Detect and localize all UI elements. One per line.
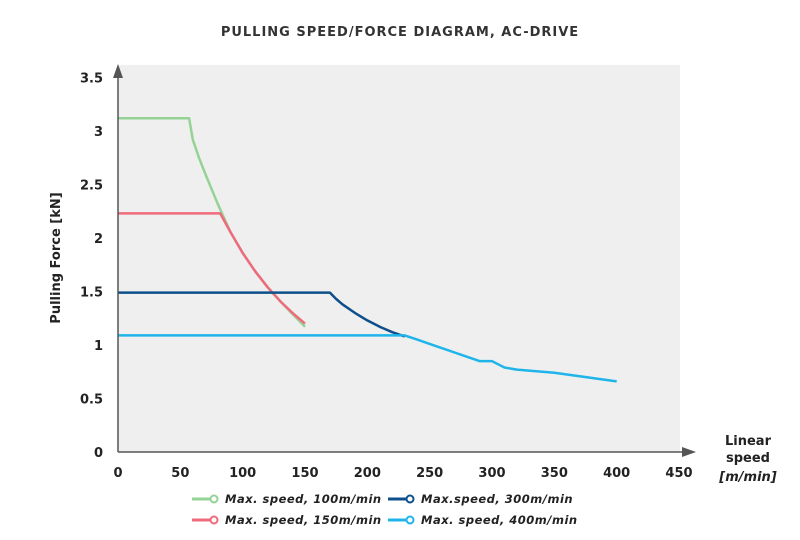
x-tick-label: 200 (354, 466, 381, 481)
legend: Max. speed, 100m/min Max. speed, 150m/min… (192, 492, 578, 527)
y-tick-label: 0 (94, 446, 103, 461)
plot-area (118, 65, 680, 452)
x-tick-label: 350 (541, 466, 568, 481)
x-tick-label: 150 (291, 466, 318, 481)
legend-marker (405, 494, 415, 504)
x-tick-label: 450 (665, 466, 692, 481)
y-tick-label: 2.5 (80, 179, 103, 194)
legend-item: Max. speed, 400m/min (388, 513, 578, 527)
y-tick-label: 3 (94, 125, 103, 140)
chart-title: PULLING SPEED/FORCE DIAGRAM, AC-DRIVE (221, 25, 579, 40)
x-axis-label-line1: Linear (725, 434, 772, 449)
x-tick-label: 50 (171, 466, 189, 481)
y-tick-label: 1.5 (80, 286, 103, 301)
y-tick-label: 1 (94, 339, 103, 354)
x-tick-label: 250 (416, 466, 443, 481)
legend-item: Max.speed, 300m/min (388, 492, 573, 506)
x-axis-arrow (682, 447, 696, 457)
series-line-4 (118, 334, 617, 383)
x-axis-label-line2: speed (726, 451, 770, 466)
legend-marker (209, 515, 219, 525)
x-tick-label: 400 (603, 466, 630, 481)
series-line-2 (118, 212, 306, 325)
y-tick-label: 3.5 (80, 72, 103, 87)
legend-item: Max. speed, 100m/min (192, 492, 382, 506)
legend-marker (405, 515, 415, 525)
legend-item: Max. speed, 150m/min (192, 513, 382, 527)
y-axis-arrow (113, 64, 123, 78)
x-tick-label: 100 (229, 466, 256, 481)
x-tick-label: 0 (113, 466, 122, 481)
x-axis-label-line3: [m/min] (718, 470, 776, 485)
legend-label: Max. speed, 400m/min (421, 513, 578, 527)
y-axis-label: Pulling Force [kN] (49, 192, 64, 323)
legend-label: Max. speed, 150m/min (225, 513, 382, 527)
y-tick-label: 0.5 (80, 393, 103, 408)
x-tick-label: 300 (478, 466, 505, 481)
series-line-3 (118, 291, 406, 338)
legend-label: Max. speed, 100m/min (225, 492, 382, 506)
legend-label: Max.speed, 300m/min (421, 492, 573, 506)
legend-marker (209, 494, 219, 504)
y-tick-label: 2 (94, 232, 103, 247)
